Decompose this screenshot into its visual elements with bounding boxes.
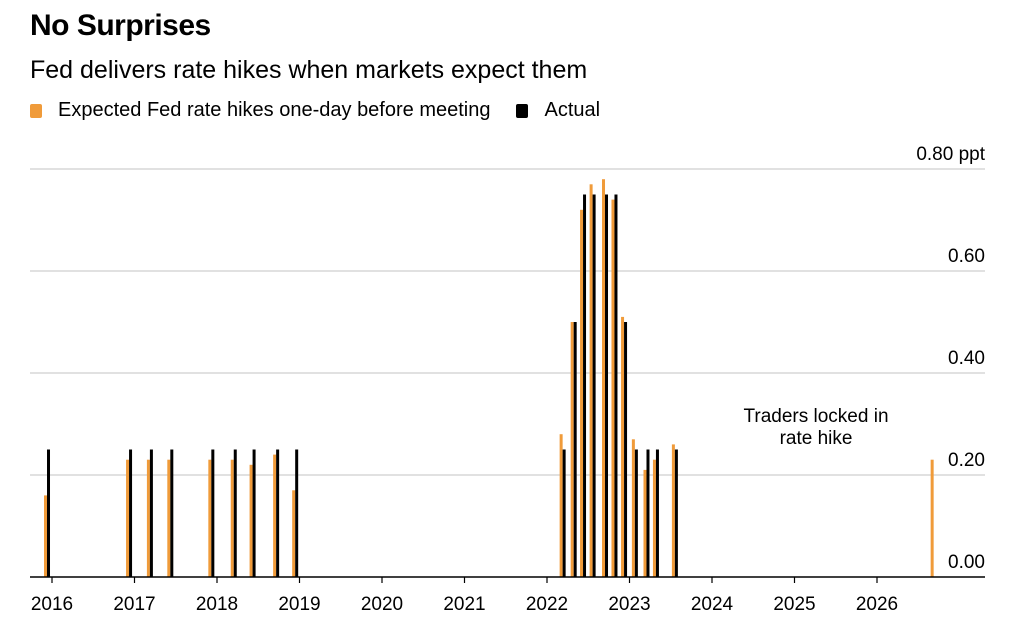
bar-actual (562, 449, 566, 577)
y-tick-label: 0.60 (948, 246, 985, 267)
x-tick-label: 2019 (278, 594, 320, 615)
bar-expected (930, 459, 934, 577)
bar-actual (674, 449, 678, 577)
legend: Expected Fed rate hikes one-day before m… (30, 99, 626, 122)
bar-actual (295, 449, 299, 577)
bar-expected (146, 459, 150, 577)
x-tick-label: 2025 (773, 594, 815, 615)
bar-expected (589, 184, 593, 578)
bar-actual (646, 449, 650, 577)
x-tick-label: 2020 (361, 594, 403, 615)
bar-expected (602, 179, 606, 577)
x-tick-label: 2022 (526, 594, 568, 615)
legend-label-actual: Actual (544, 99, 601, 121)
x-tick-label: 2023 (608, 594, 650, 615)
bar-expected (643, 469, 647, 577)
x-tick-label: 2026 (856, 594, 898, 615)
bar-expected (292, 490, 296, 577)
y-tick-label: 0.80 ppt (916, 144, 985, 165)
bar-actual (276, 449, 280, 577)
legend-item-actual: Actual (516, 99, 600, 122)
legend-swatch-expected (30, 103, 42, 118)
legend-label-expected: Expected Fed rate hikes one-day before m… (58, 99, 491, 121)
bar-expected (631, 439, 635, 577)
bar-actual (47, 449, 51, 577)
bar-expected (652, 459, 656, 577)
x-tick-label: 2016 (31, 594, 73, 615)
bar-actual (573, 322, 577, 577)
bar-actual (211, 449, 215, 577)
x-tick-label: 2024 (691, 594, 734, 615)
bar-actual (592, 194, 596, 577)
bar-expected (208, 459, 212, 577)
bar-expected (167, 459, 171, 577)
bar-expected (580, 209, 584, 578)
chart-subtitle: Fed delivers rate hikes when markets exp… (30, 56, 588, 84)
x-tick-label: 2018 (196, 594, 238, 615)
bar-expected (126, 459, 130, 577)
bar-actual (624, 322, 628, 577)
bar-expected (570, 322, 574, 577)
bar-actual (170, 449, 174, 577)
x-tick-label: 2021 (443, 594, 485, 615)
bar-expected (273, 454, 277, 577)
bar-expected (559, 434, 563, 577)
bars (44, 179, 934, 578)
bar-actual (252, 449, 256, 577)
x-tick-label: 2017 (113, 594, 155, 615)
bar-expected (249, 464, 253, 577)
annotation-line-1: Traders locked in (743, 406, 888, 427)
bar-actual (233, 449, 237, 577)
y-tick-label: 0.40 (948, 348, 985, 369)
bar-actual (129, 449, 133, 577)
bar-actual (149, 449, 153, 577)
y-tick-label: 0.20 (948, 450, 985, 471)
bar-expected (230, 459, 234, 577)
legend-swatch-actual (516, 103, 529, 118)
bar-actual (605, 194, 609, 577)
bar-actual (583, 194, 587, 577)
bar-actual (614, 194, 618, 577)
gridlines (30, 168, 985, 476)
legend-item-expected: Expected Fed rate hikes one-day before m… (30, 99, 490, 122)
bar-expected (44, 495, 48, 577)
bar-actual (655, 449, 659, 577)
bar-expected (621, 316, 625, 577)
x-axis: 2016 2017 2018 2019 2020 2021 2022 2023 2024 2025… (30, 576, 985, 615)
bar-actual (634, 449, 638, 577)
annotation-line-2: rate hike (780, 428, 853, 449)
bar-expected (671, 444, 675, 577)
bar-expected (611, 199, 615, 577)
y-axis-labels: 0.00 0.20 0.40 0.60 0.80 ppt (916, 144, 985, 573)
y-tick-label: 0.00 (948, 552, 985, 573)
chart-title: No Surprises (30, 9, 211, 42)
